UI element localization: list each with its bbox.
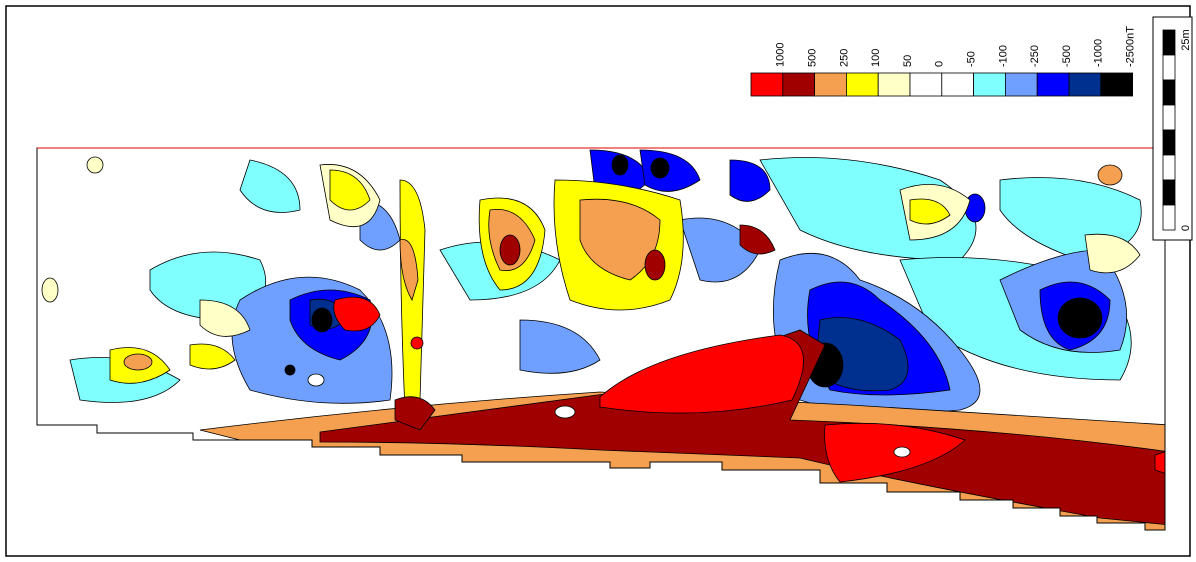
legend-swatch [751,73,783,96]
legend-swatch [783,73,815,96]
legend-label: -250 [1029,45,1041,67]
scale-segment [1163,55,1175,80]
scale-bottom-label: 0 [1180,225,1192,231]
scale-top-label: 25m [1180,29,1192,50]
scale-segment [1163,155,1175,180]
legend-swatch [910,73,942,96]
scale-segment [1163,130,1175,155]
scale-segment [1163,30,1175,55]
legend-swatch [815,73,847,96]
page: 1000500250100500-50-100-250-500-1000-250… [0,0,1196,562]
legend-label: -500 [1061,45,1073,67]
scale-segment [1163,205,1175,230]
legend-swatch [1101,73,1133,96]
legend-label: -100 [997,45,1009,67]
legend-swatch [878,73,910,96]
legend-label: -2500nT [1125,26,1137,67]
legend-swatch [1069,73,1101,96]
legend-swatch [1037,73,1069,96]
scale-bar: 25m 0 [1153,17,1192,240]
scale-segment [1163,180,1175,205]
legend-swatch [846,73,878,96]
legend-label: 250 [838,49,850,67]
legend-swatch [1005,73,1037,96]
scale-segment [1163,80,1175,105]
legend-label: 500 [807,49,819,67]
legend-label: -50 [966,51,978,67]
legend-label: 50 [902,55,914,67]
legend-label: -1000 [1093,39,1105,67]
legend-swatch [942,73,974,96]
legend-label: 100 [870,49,882,67]
legend-swatch [974,73,1006,96]
legend-label: 1000 [775,43,787,67]
legend-label: 0 [934,61,946,67]
scale-segment [1163,105,1175,130]
